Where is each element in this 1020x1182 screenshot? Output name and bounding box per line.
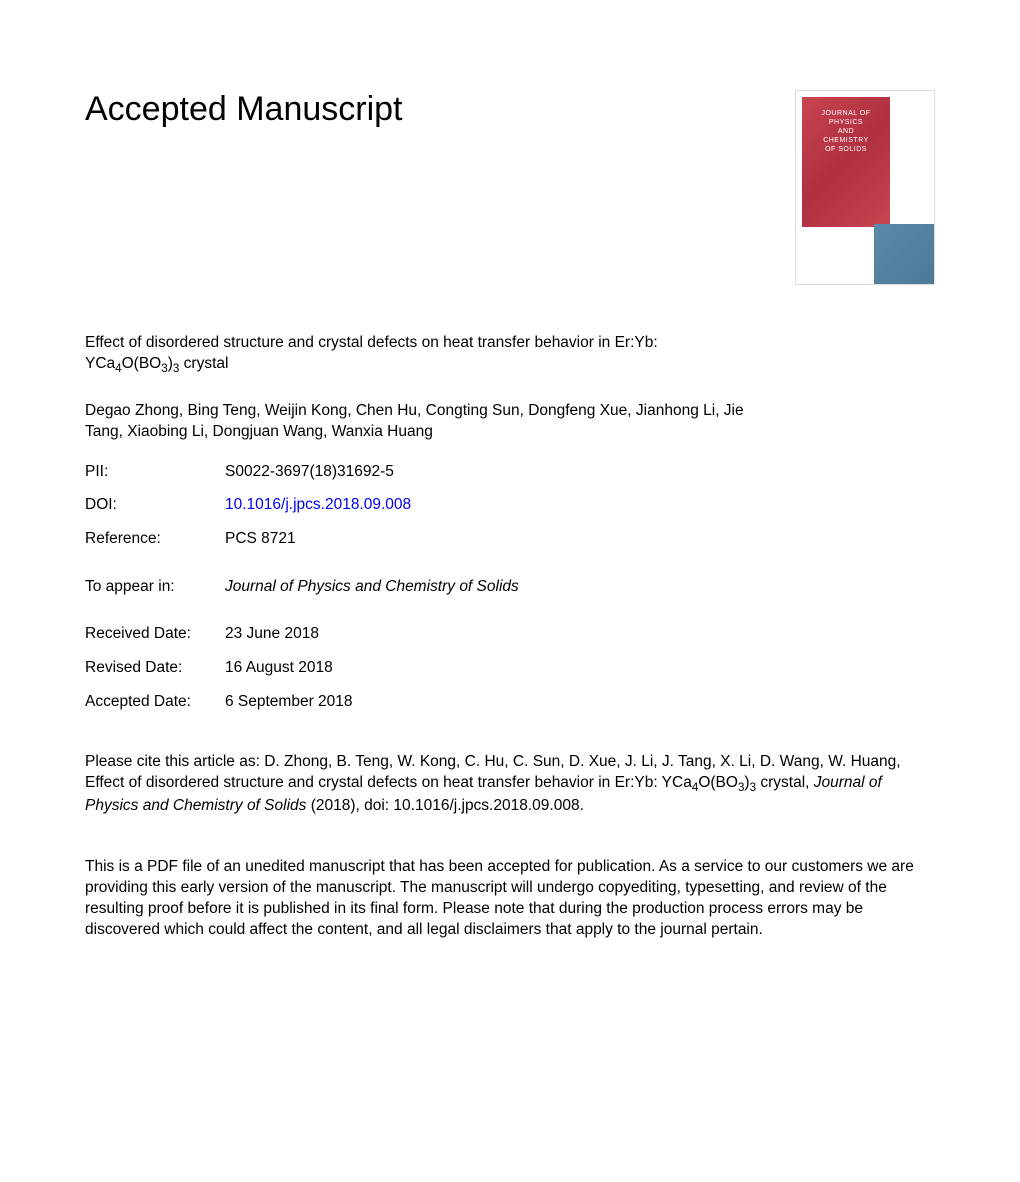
meta-row-reference: Reference: PCS 8721 bbox=[85, 528, 935, 550]
citation-post: (2018), doi: 10.1016/j.jpcs.2018.09.008. bbox=[306, 797, 583, 814]
pii-label: PII: bbox=[85, 461, 225, 483]
citation-mid1: O(BO bbox=[698, 774, 738, 791]
cover-line5: OF SOLIDS bbox=[806, 145, 886, 154]
doi-link[interactable]: 10.1016/j.jpcs.2018.09.008 bbox=[225, 494, 935, 516]
meta-row-accepted: Accepted Date: 6 September 2018 bbox=[85, 691, 935, 713]
journal-cover-thumbnail: JOURNAL OF PHYSICS AND CHEMISTRY OF SOLI… bbox=[795, 90, 935, 285]
accepted-value: 6 September 2018 bbox=[225, 691, 935, 713]
cover-top-panel: JOURNAL OF PHYSICS AND CHEMISTRY OF SOLI… bbox=[802, 97, 890, 227]
received-label: Received Date: bbox=[85, 623, 225, 645]
citation-mid3: crystal, bbox=[756, 774, 814, 791]
revised-label: Revised Date: bbox=[85, 657, 225, 679]
meta-row-pii: PII: S0022-3697(18)31692-5 bbox=[85, 461, 935, 483]
page-heading: Accepted Manuscript bbox=[85, 90, 403, 129]
meta-row-revised: Revised Date: 16 August 2018 bbox=[85, 657, 935, 679]
reference-value: PCS 8721 bbox=[225, 528, 935, 550]
authors-list: Degao Zhong, Bing Teng, Weijin Kong, Che… bbox=[85, 401, 755, 443]
cover-line3: AND bbox=[806, 127, 886, 136]
meta-row-doi: DOI: 10.1016/j.jpcs.2018.09.008 bbox=[85, 494, 935, 516]
meta-row-received: Received Date: 23 June 2018 bbox=[85, 623, 935, 645]
cover-line4: CHEMISTRY bbox=[806, 136, 886, 145]
appear-label: To appear in: bbox=[85, 576, 225, 598]
title-text-post2: crystal bbox=[179, 355, 228, 372]
reference-label: Reference: bbox=[85, 528, 225, 550]
pii-value: S0022-3697(18)31692-5 bbox=[225, 461, 935, 483]
citation-block: Please cite this article as: D. Zhong, B… bbox=[85, 752, 935, 817]
disclaimer-text: This is a PDF file of an unedited manusc… bbox=[85, 857, 935, 941]
metadata-table: PII: S0022-3697(18)31692-5 DOI: 10.1016/… bbox=[85, 461, 935, 713]
header-row: Accepted Manuscript JOURNAL OF PHYSICS A… bbox=[85, 90, 935, 285]
doi-label: DOI: bbox=[85, 494, 225, 516]
meta-row-appear: To appear in: Journal of Physics and Che… bbox=[85, 576, 935, 598]
cover-bottom-panel bbox=[874, 224, 934, 284]
cover-line1: JOURNAL OF bbox=[806, 109, 886, 118]
cover-line2: PHYSICS bbox=[806, 118, 886, 127]
article-title: Effect of disordered structure and cryst… bbox=[85, 333, 755, 377]
appear-value: Journal of Physics and Chemistry of Soli… bbox=[225, 576, 935, 598]
accepted-label: Accepted Date: bbox=[85, 691, 225, 713]
title-text-mid: O(BO bbox=[122, 355, 162, 372]
received-value: 23 June 2018 bbox=[225, 623, 935, 645]
revised-value: 16 August 2018 bbox=[225, 657, 935, 679]
